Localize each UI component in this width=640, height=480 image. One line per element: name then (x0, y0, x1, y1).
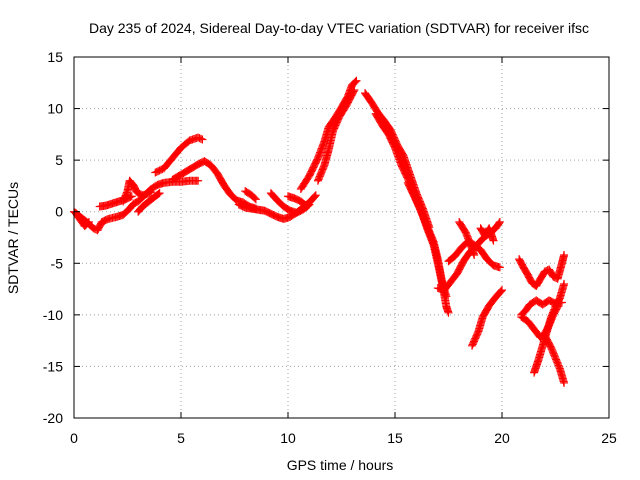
data-point (310, 192, 319, 201)
y-tick-label: -10 (43, 307, 63, 323)
y-tick-label: 10 (47, 101, 63, 117)
data-point (349, 87, 358, 96)
data-point (194, 176, 203, 185)
series-arc-u (468, 286, 506, 350)
y-tick-label: 0 (55, 204, 63, 220)
x-tick-label: 15 (387, 430, 403, 446)
data-point (350, 86, 359, 95)
data-point (495, 263, 504, 272)
data-point (83, 219, 92, 228)
data-point (352, 76, 361, 85)
data-point (154, 189, 163, 198)
data-point (196, 134, 205, 143)
data-point (351, 77, 360, 86)
y-axis: -20 -15 -10 -5 0 5 10 15 (43, 49, 609, 426)
data-point (496, 288, 505, 297)
y-tick-label: 5 (55, 152, 63, 168)
data-point (127, 192, 136, 201)
x-axis: 0 5 10 15 20 25 (70, 57, 617, 446)
data-point (495, 218, 504, 227)
x-tick-label: 25 (601, 430, 617, 446)
data-point (444, 308, 453, 317)
series-arc-e (134, 189, 164, 216)
series-arc-t (476, 224, 498, 245)
data-point (251, 195, 260, 204)
x-axis-title: GPS time / hours (287, 457, 394, 473)
x-tick-label: 10 (280, 430, 296, 446)
data-point (311, 191, 320, 200)
data-point (147, 188, 156, 197)
series-arc-p (403, 178, 453, 317)
data-point (303, 202, 312, 211)
data-point (155, 189, 164, 198)
data-markers (70, 76, 569, 387)
x-tick-label: 0 (70, 430, 78, 446)
y-tick-label: -5 (51, 255, 64, 271)
chart-title: Day 235 of 2024, Sidereal Day-to-day VTE… (89, 20, 589, 36)
data-point (498, 286, 506, 295)
data-point (497, 287, 506, 296)
data-point (560, 279, 569, 288)
data-point (560, 378, 569, 387)
data-point (145, 188, 154, 197)
y-tick-label: -20 (43, 410, 63, 426)
series-arc-b (72, 209, 93, 231)
data-point (302, 201, 311, 210)
series-arc-m (313, 86, 359, 185)
plot-frame (73, 56, 610, 419)
data-point (489, 236, 498, 245)
x-tick-label: 5 (177, 430, 185, 446)
data-point (560, 251, 569, 260)
series-arc-y (530, 279, 569, 377)
series-arc-d (119, 176, 156, 206)
data-point (470, 251, 479, 260)
data-point (84, 218, 93, 227)
series-arc-v (515, 251, 569, 290)
grid-lines (74, 57, 609, 418)
data-point (198, 135, 207, 144)
data-point (309, 193, 318, 202)
series-arc-f (151, 133, 207, 177)
series-arc-z (540, 331, 569, 387)
y-tick-label: -15 (43, 358, 63, 374)
y-tick-label: 15 (47, 49, 63, 65)
data-point (250, 194, 259, 203)
series-arc-g (168, 157, 260, 213)
series-arc-s (455, 218, 479, 260)
y-axis-title: SDTVAR / TECUs (5, 182, 21, 294)
series-arc-w (517, 296, 566, 319)
x-tick-label: 20 (494, 430, 510, 446)
series-arc-i (241, 187, 260, 204)
data-point (495, 219, 504, 228)
series-arc-k (284, 192, 312, 211)
